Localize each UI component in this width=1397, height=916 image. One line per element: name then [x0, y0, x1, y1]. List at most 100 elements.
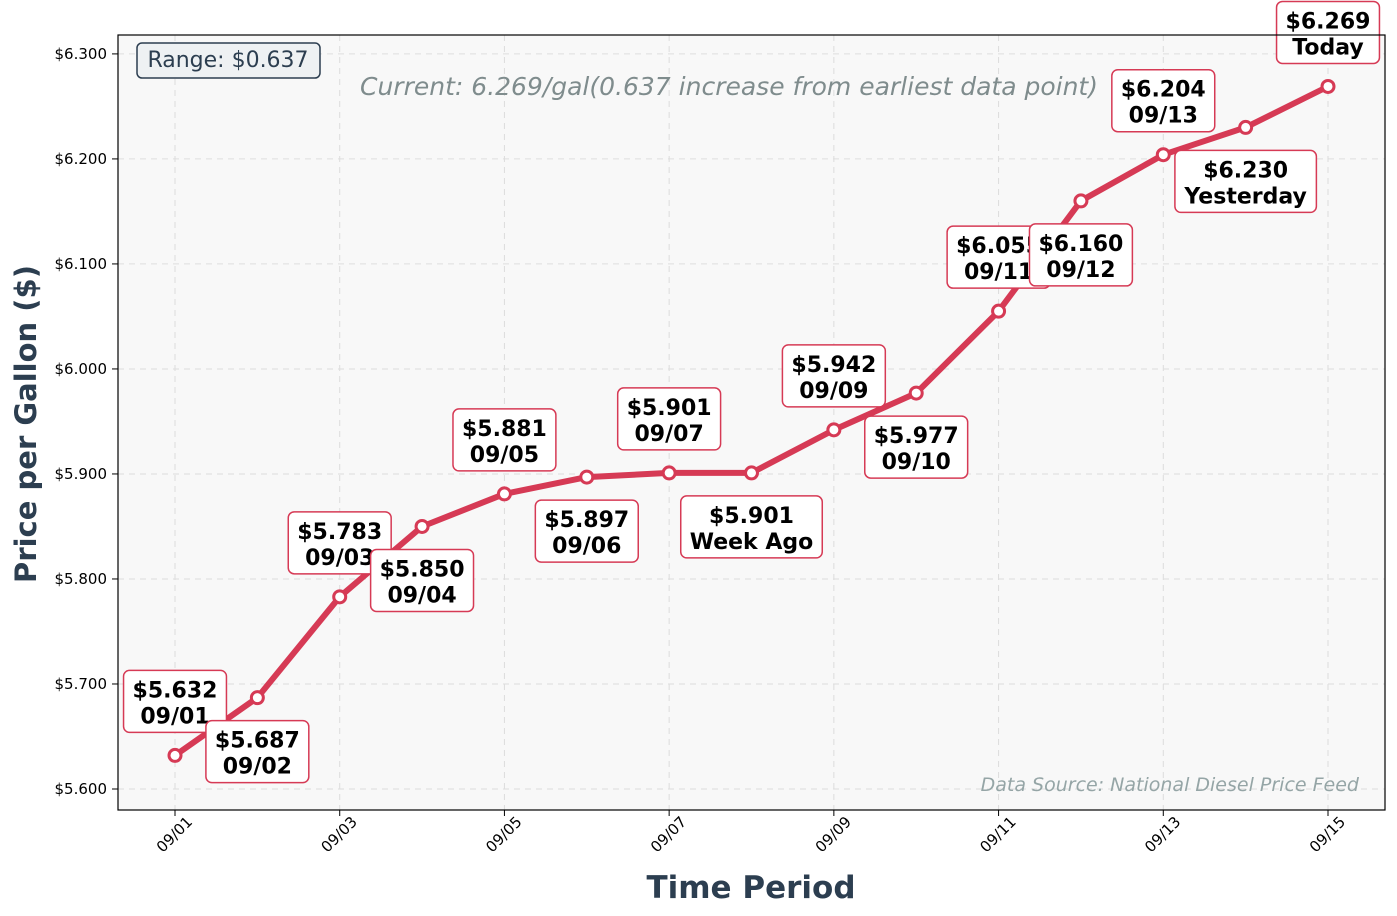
data-label-date: 09/12: [1046, 258, 1115, 283]
data-label-price: $5.850: [380, 557, 465, 582]
data-label-box: [616, 387, 722, 451]
y-axis: $5.600 $5.700 $5.800 $5.900 $6.000 $6.100 $6.2…: [55, 45, 118, 798]
data-label-date: 09/03: [305, 546, 374, 571]
data-label-price: $5.897: [544, 508, 629, 533]
data-label-price: $5.632: [133, 678, 218, 703]
data-label-box: [452, 408, 557, 472]
y-tick-label: $5.600: [55, 780, 108, 798]
data-label-price: $6.230: [1203, 158, 1288, 183]
data-label-date: 09/02: [223, 755, 292, 780]
data-label-date: 09/07: [635, 422, 704, 447]
y-tick-label: $5.900: [55, 465, 108, 483]
y-tick-label: $6.100: [55, 255, 108, 273]
x-tick-label: 09/01: [153, 813, 196, 856]
data-label-box: [864, 415, 969, 479]
y-tick-label: $6.200: [55, 150, 108, 168]
x-tick-label: 09/11: [976, 813, 1019, 856]
data-label-box: [1028, 223, 1134, 287]
data-label-price: $6.269: [1286, 9, 1371, 34]
data-label-price: $6.204: [1121, 78, 1206, 103]
data-label-box: [369, 548, 475, 613]
data-point: [744, 465, 759, 481]
data-label-date: 09/11: [964, 260, 1033, 285]
data-label-date: Yesterday: [1183, 184, 1306, 209]
data-point: [332, 589, 348, 605]
data-label-price: $5.687: [215, 729, 300, 754]
data-label-date: 09/09: [799, 379, 868, 404]
y-tick-label: $5.700: [55, 675, 108, 693]
data-label-date: Today: [1292, 35, 1363, 60]
y-tick-label: $5.800: [55, 570, 108, 588]
data-label-date: 09/06: [552, 534, 621, 559]
y-tick-label: $6.000: [55, 360, 108, 378]
data-point: [1073, 193, 1089, 209]
data-label-price: $5.901: [627, 396, 712, 421]
y-tick-label: $6.300: [55, 45, 108, 63]
data-label-box: [122, 669, 228, 734]
x-tick-label: 09/03: [318, 813, 361, 856]
data-label-price: $5.901: [709, 504, 794, 529]
data-label-date: 09/01: [140, 704, 209, 729]
data-label-box: [287, 511, 392, 575]
data-label-date: 09/10: [882, 450, 951, 475]
data-point: [167, 747, 183, 763]
y-axis-title: Price per Gallon ($): [9, 265, 43, 583]
x-axis-title: Time Period: [646, 870, 855, 906]
data-point: [908, 385, 924, 401]
data-label-price: $5.783: [297, 520, 382, 545]
data-label-price: $6.055: [956, 234, 1041, 259]
data-label-box: [534, 499, 639, 563]
plot-frame: [117, 34, 1386, 811]
data-label-price: $5.942: [791, 353, 876, 378]
data-label-date: 09/04: [387, 583, 456, 608]
data-label-date: 09/13: [1129, 104, 1198, 129]
data-point: [249, 690, 265, 706]
data-markers: [167, 78, 1336, 763]
chart-subtitle: Current: 6.269/gal(0.637 increase from e…: [360, 72, 1098, 101]
data-label-price: $5.881: [462, 417, 547, 442]
data-point: [661, 465, 677, 481]
x-tick-label: 09/15: [1306, 813, 1349, 856]
data-label-box: [1174, 149, 1318, 214]
x-tick-label: 09/05: [482, 813, 525, 856]
range-text: Range: $0.637: [147, 48, 308, 73]
data-point: [1155, 147, 1171, 163]
data-label-date: 09/05: [470, 443, 539, 468]
data-point: [496, 486, 512, 502]
data-point: [1320, 78, 1336, 94]
x-axis: 09/01 09/03 09/05 09/07 09/09 09/11 09/13 09/15: [153, 810, 1349, 856]
data-label-box: [205, 719, 310, 784]
data-point: [826, 422, 842, 438]
plot-area: [118, 35, 1385, 810]
range-box: Range: $0.637: [136, 42, 321, 79]
data-point: [579, 469, 595, 485]
data-point: [1238, 119, 1254, 135]
x-tick-label: 09/13: [1141, 813, 1184, 856]
data-source-note: Data Source: National Diesel Price Feed: [981, 774, 1360, 796]
data-label-date: Week Ago: [690, 530, 814, 555]
data-label-box: [781, 344, 887, 408]
data-point: [991, 303, 1007, 319]
data-point: [414, 518, 430, 534]
data-label-price: $6.160: [1038, 232, 1123, 257]
data-label-box: [1275, 0, 1381, 65]
data-label-box: [1111, 68, 1216, 133]
x-tick-label: 09/07: [647, 813, 690, 856]
data-label-box: [679, 495, 824, 559]
x-tick-label: 09/09: [812, 813, 855, 856]
